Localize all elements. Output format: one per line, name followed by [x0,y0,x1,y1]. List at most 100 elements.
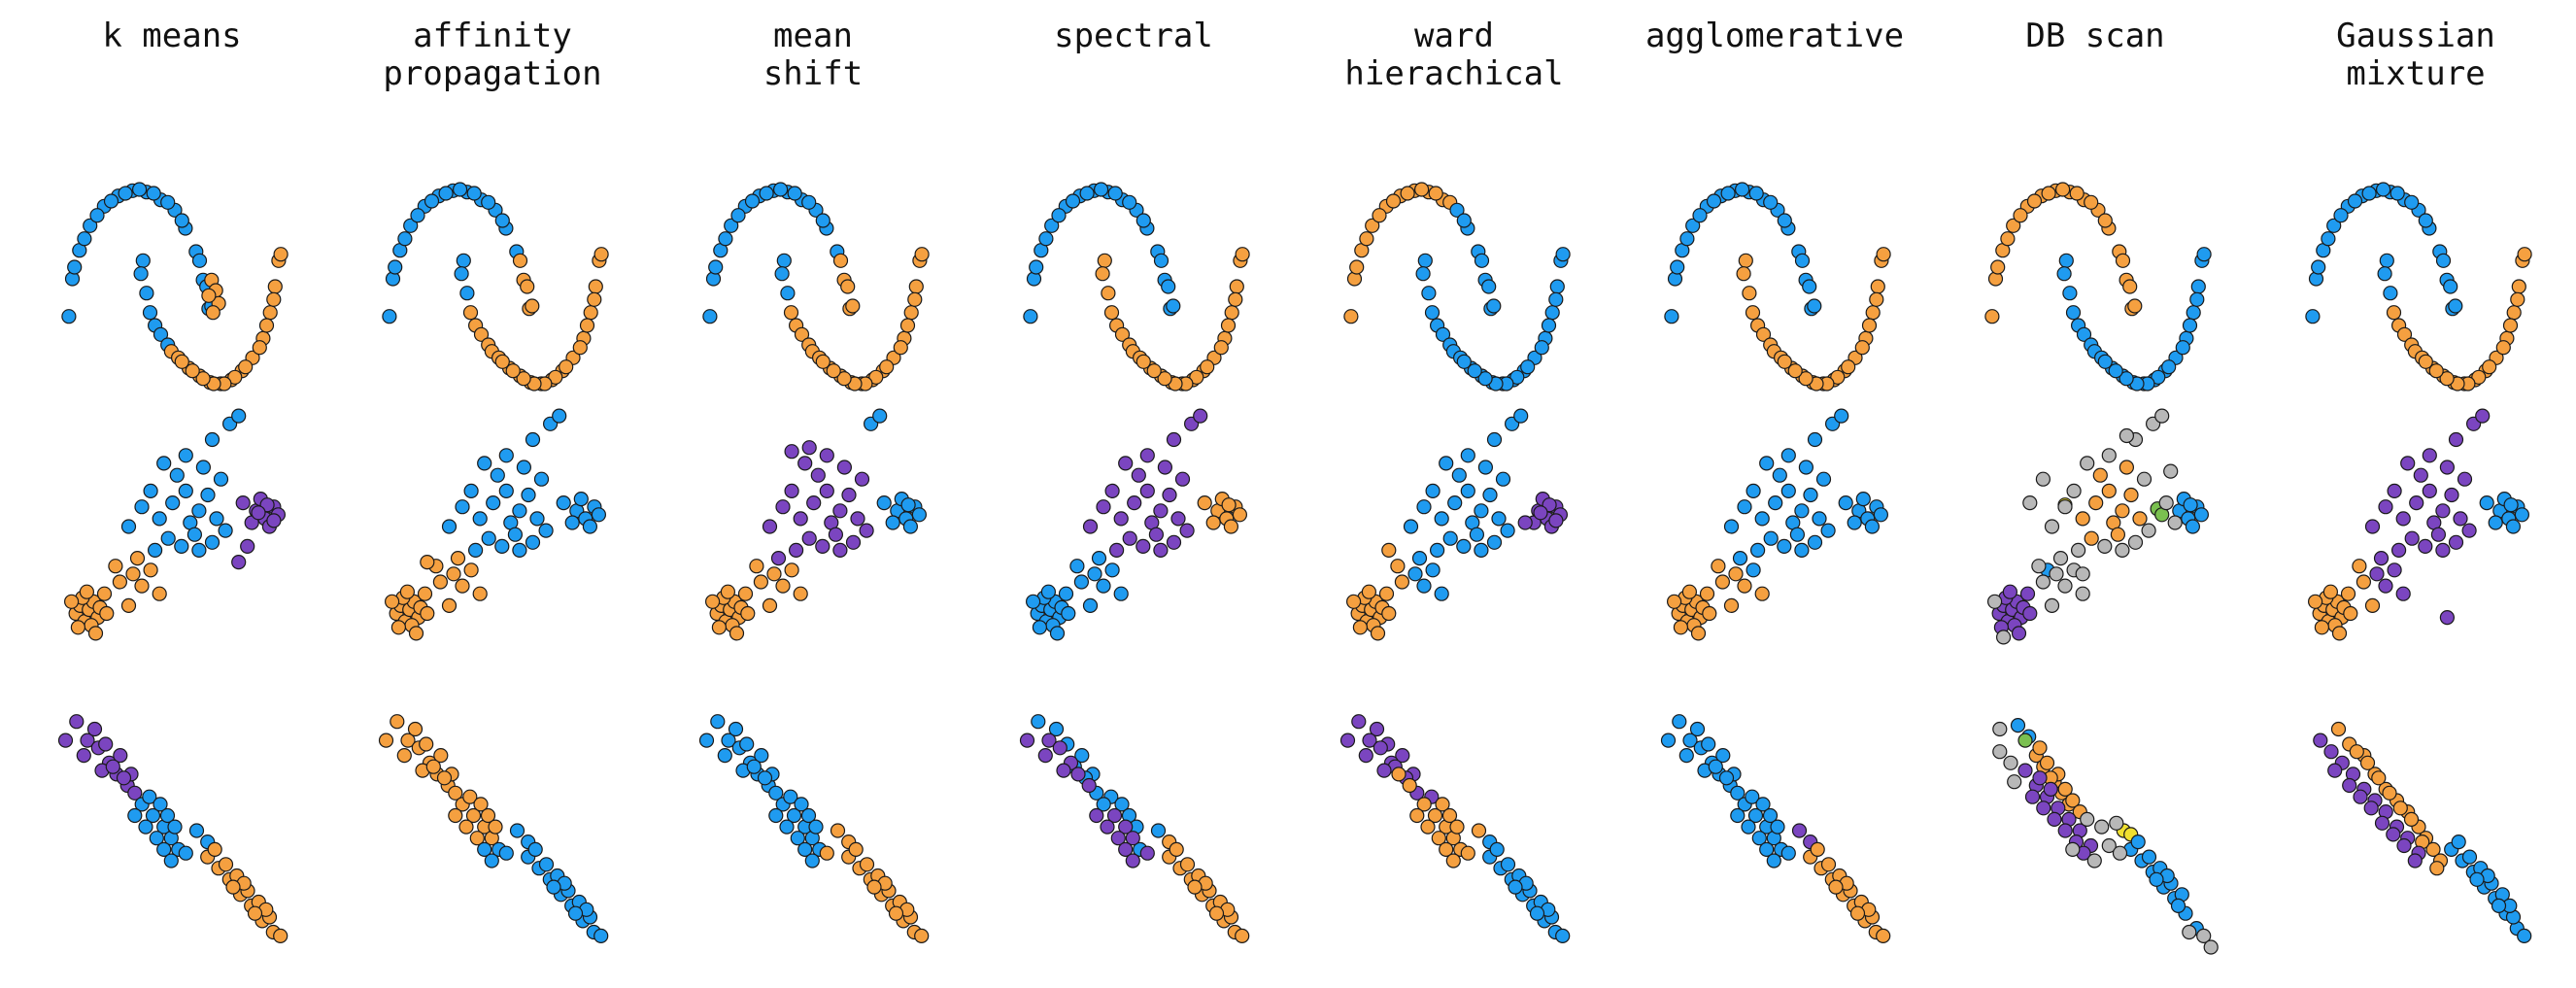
data-point [2350,745,2363,759]
data-point [861,858,874,871]
data-point [2042,187,2055,200]
data-point [2186,306,2200,320]
data-point [2450,535,2463,549]
data-point [1422,287,1436,300]
data-point [1417,500,1431,514]
data-point [1140,846,1154,860]
data-point [2306,310,2320,324]
data-point [1508,880,1522,894]
data-point [1501,524,1514,537]
data-point [1804,489,1817,502]
data-point [780,820,794,834]
column-title-agglomerative: agglomerative [1629,17,1920,55]
data-point [1781,846,1795,860]
data-point [1062,607,1075,621]
data-point [2111,528,2124,541]
data-point [741,607,755,621]
data-point [553,409,566,423]
data-point [2387,828,2400,841]
data-point [1742,820,1755,834]
data-point [2142,524,2155,537]
data-point [1708,194,1721,208]
scatter-panel-moons [699,170,932,403]
data-point [2408,854,2422,868]
data-point [2445,489,2458,502]
data-point [1448,496,1462,510]
data-point [201,489,215,502]
data-point [464,563,478,577]
data-point [1417,579,1431,593]
data-point [2388,306,2401,320]
data-point [2164,464,2178,478]
data-point [849,842,863,856]
data-point [807,496,821,510]
data-point [1738,500,1751,514]
data-point [1084,520,1098,533]
data-point [909,280,923,293]
data-point [499,846,513,860]
scatter-panel-blobs [699,408,932,641]
data-point [2405,531,2419,545]
data-point [851,512,864,526]
data-point [179,484,192,497]
data-point [1224,520,1237,533]
data-point [1760,457,1774,470]
data-point [805,854,819,868]
data-point [2076,567,2089,581]
data-point [1071,767,1085,781]
data-point [2089,496,2103,510]
data-point [860,524,873,537]
data-point [1181,858,1195,871]
data-point [241,539,254,553]
data-point [2454,512,2467,526]
data-point [781,287,795,300]
data-point [2379,579,2392,593]
data-point [2114,846,2127,860]
scatter-panel-blobs [1982,408,2215,641]
data-point [89,627,103,640]
data-point [894,341,907,355]
data-point [1457,355,1471,368]
data-point [263,306,277,320]
data-point [1038,749,1052,763]
column-title-k-means: k means [26,17,318,55]
data-point [790,543,803,557]
data-point [2081,457,2094,470]
data-point [1136,355,1150,368]
data-point [1751,543,1765,557]
data-point [522,489,535,502]
data-point [391,621,405,634]
data-point [886,516,899,529]
data-point [1842,360,1855,374]
data-point [1098,254,1111,267]
data-point [208,842,221,856]
scatter-panel-moons [2302,170,2535,403]
data-point [530,512,544,526]
data-point [912,508,926,522]
data-point [1764,531,1778,545]
data-point [2507,306,2521,320]
data-point [2116,543,2129,557]
data-point [2480,496,2493,510]
data-point [1426,563,1440,577]
data-point [1377,764,1391,777]
data-point [153,512,166,526]
data-point [2085,531,2098,545]
data-point [1822,858,1836,871]
data-point [1387,194,1401,208]
data-point [2119,429,2133,443]
data-point [495,214,509,227]
data-point [2014,209,2027,222]
data-point [2353,560,2366,573]
data-point [389,260,402,274]
data-point [2511,292,2525,306]
data-point [1450,820,1464,834]
data-point [2458,472,2472,486]
data-point [1188,880,1202,894]
data-point [1725,598,1739,612]
data-point [268,280,282,293]
data-point [2021,587,2035,600]
data-point [1353,621,1367,634]
data-point [1110,543,1124,557]
data-point [1140,484,1154,497]
